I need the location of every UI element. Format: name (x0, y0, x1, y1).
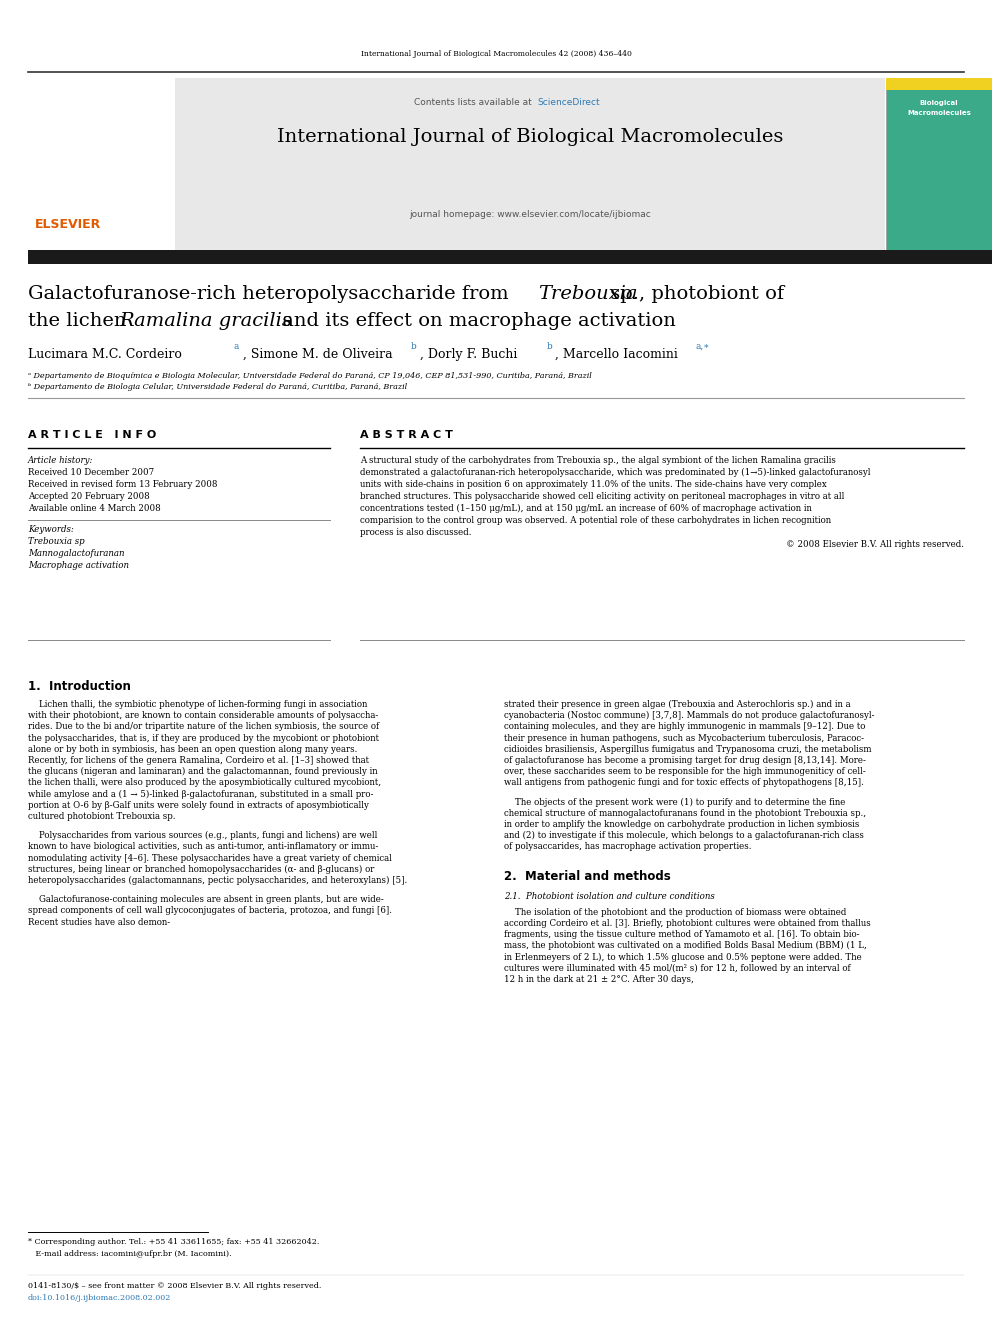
Text: ᵃ Departamento de Bioquímica e Biologia Molecular, Universidade Federal do Paran: ᵃ Departamento de Bioquímica e Biologia … (28, 372, 592, 380)
Text: units with side-chains in position 6 on approximately 11.0% of the units. The si: units with side-chains in position 6 on … (360, 480, 826, 490)
Text: Accepted 20 February 2008: Accepted 20 February 2008 (28, 492, 150, 501)
Text: * Corresponding author. Tel.: +55 41 33611655; fax: +55 41 32662042.: * Corresponding author. Tel.: +55 41 336… (28, 1238, 319, 1246)
Text: Available online 4 March 2008: Available online 4 March 2008 (28, 504, 161, 513)
Text: b: b (411, 343, 417, 351)
Text: a: a (233, 343, 238, 351)
Text: rides. Due to the bi and/or tripartite nature of the lichen symbiosis, the sourc: rides. Due to the bi and/or tripartite n… (28, 722, 379, 732)
Text: International Journal of Biological Macromolecules: International Journal of Biological Macr… (277, 128, 784, 146)
Text: cultured photobiont Trebouxia sp.: cultured photobiont Trebouxia sp. (28, 812, 176, 822)
Text: International Journal of Biological Macromolecules 42 (2008) 436–440: International Journal of Biological Macr… (360, 50, 632, 58)
Text: Trebouxia: Trebouxia (538, 284, 638, 303)
Text: of galactofuranose has become a promising target for drug design [8,13,14]. More: of galactofuranose has become a promisin… (504, 755, 866, 765)
Text: and its effect on macrophage activation: and its effect on macrophage activation (276, 312, 676, 329)
Text: Mannogalactofuranan: Mannogalactofuranan (28, 549, 125, 558)
Text: Lichen thalli, the symbiotic phenotype of lichen-forming fungi in association: Lichen thalli, the symbiotic phenotype o… (28, 700, 367, 709)
Text: alone or by both in symbiosis, has been an open question along many years.: alone or by both in symbiosis, has been … (28, 745, 357, 754)
Text: and (2) to investigate if this molecule, which belongs to a galactofuranan-rich : and (2) to investigate if this molecule,… (504, 831, 864, 840)
Text: Trebouxia sp: Trebouxia sp (28, 537, 84, 546)
Text: according Cordeiro et al. [3]. Briefly, photobiont cultures were obtained from t: according Cordeiro et al. [3]. Briefly, … (504, 918, 871, 927)
Text: concentrations tested (1–150 μg/mL), and at 150 μg/mL an increase of 60% of macr: concentrations tested (1–150 μg/mL), and… (360, 504, 811, 513)
Text: mass, the photobiont was cultivated on a modified Bolds Basal Medium (BBM) (1 L,: mass, the photobiont was cultivated on a… (504, 941, 867, 950)
Text: of polysaccarides, has macrophage activation properties.: of polysaccarides, has macrophage activa… (504, 843, 752, 852)
Text: in order to amplify the knowledge on carbohydrate production in lichen symbiosis: in order to amplify the knowledge on car… (504, 820, 859, 830)
Text: Ramalina gracilis: Ramalina gracilis (119, 312, 292, 329)
Text: 2.1.  Photobiont isolation and culture conditions: 2.1. Photobiont isolation and culture co… (504, 892, 715, 901)
Text: cultures were illuminated with 45 mol/(m² s) for 12 h, followed by an interval o: cultures were illuminated with 45 mol/(m… (504, 963, 850, 972)
Text: known to have biological activities, such as anti-tumor, anti-inflamatory or imm: known to have biological activities, suc… (28, 843, 378, 852)
Text: process is also discussed.: process is also discussed. (360, 528, 471, 537)
Bar (886, 78, 992, 250)
Text: A B S T R A C T: A B S T R A C T (360, 430, 453, 441)
Text: b: b (547, 343, 553, 351)
Text: the lichen: the lichen (28, 312, 133, 329)
Bar (28, 250, 992, 265)
Text: ᵇ Departamento de Biologia Celular, Universidade Federal do Paraná, Curitiba, Pa: ᵇ Departamento de Biologia Celular, Univ… (28, 382, 407, 392)
Text: The isolation of the photobiont and the production of biomass were obtained: The isolation of the photobiont and the … (504, 908, 846, 917)
Text: the glucans (nigeran and laminaran) and the galactomannan, found previously in: the glucans (nigeran and laminaran) and … (28, 767, 378, 777)
Text: doi:10.1016/j.ijbiomac.2008.02.002: doi:10.1016/j.ijbiomac.2008.02.002 (28, 1294, 172, 1302)
Text: Polysaccharides from various sources (e.g., plants, fungi and lichens) are well: Polysaccharides from various sources (e.… (28, 831, 377, 840)
Bar (886, 78, 992, 90)
Text: portion at O-6 by β-Galf units were solely found in extracts of aposymbiotically: portion at O-6 by β-Galf units were sole… (28, 800, 369, 810)
Text: spread components of cell wall glycoconjugates of bacteria, protozoa, and fungi : spread components of cell wall glycoconj… (28, 906, 392, 916)
Text: cyanobacteria (Nostoc commune) [3,7,8]. Mammals do not produce galactofuranosyl-: cyanobacteria (Nostoc commune) [3,7,8]. … (504, 712, 875, 720)
Text: with their photobiont, are known to contain considerable amounts of polysaccha-: with their photobiont, are known to cont… (28, 712, 378, 720)
Text: © 2008 Elsevier B.V. All rights reserved.: © 2008 Elsevier B.V. All rights reserved… (786, 540, 964, 549)
Text: 2.  Material and methods: 2. Material and methods (504, 869, 671, 882)
Text: the polysaccharides, that is, if they are produced by the mycobiont or photobion: the polysaccharides, that is, if they ar… (28, 733, 379, 742)
Text: A structural study of the carbohydrates from Trebouxia sp., the algal symbiont o: A structural study of the carbohydrates … (360, 456, 836, 464)
Text: demonstrated a galactofuranan-rich heteropolysaccharide, which was predominated : demonstrated a galactofuranan-rich heter… (360, 468, 871, 478)
Text: Received 10 December 2007: Received 10 December 2007 (28, 468, 154, 478)
Text: chemical structure of mannogalactofuranans found in the photobiont Trebouxia sp.: chemical structure of mannogalactofurana… (504, 808, 866, 818)
Bar (175, 78, 885, 250)
Text: 12 h in the dark at 21 ± 2°C. After 30 days,: 12 h in the dark at 21 ± 2°C. After 30 d… (504, 975, 693, 984)
Text: Received in revised form 13 February 2008: Received in revised form 13 February 200… (28, 480, 217, 490)
Text: E-mail address: iacomini@ufpr.br (M. Iacomini).: E-mail address: iacomini@ufpr.br (M. Iac… (28, 1250, 231, 1258)
Text: , Simone M. de Oliveira: , Simone M. de Oliveira (243, 348, 397, 361)
Text: , Marcello Iacomini: , Marcello Iacomini (555, 348, 678, 361)
Text: Recently, for lichens of the genera Ramalina, Cordeiro et al. [1–3] showed that: Recently, for lichens of the genera Rama… (28, 755, 369, 765)
Text: 0141-8130/$ – see front matter © 2008 Elsevier B.V. All rights reserved.: 0141-8130/$ – see front matter © 2008 El… (28, 1282, 321, 1290)
Text: strated their presence in green algae (Trebouxia and Asterochloris sp.) and in a: strated their presence in green algae (T… (504, 700, 850, 709)
Text: Keywords:: Keywords: (28, 525, 73, 534)
Text: the lichen thalli, were also produced by the aposymbiotically cultured mycobiont: the lichen thalli, were also produced by… (28, 778, 381, 787)
Text: Recent studies have also demon-: Recent studies have also demon- (28, 918, 170, 926)
Text: ELSEVIER: ELSEVIER (35, 218, 101, 232)
Text: Galactofuranose-rich heteropolysaccharide from: Galactofuranose-rich heteropolysaccharid… (28, 284, 515, 303)
Text: sp., photobiont of: sp., photobiont of (604, 284, 784, 303)
Text: A R T I C L E   I N F O: A R T I C L E I N F O (28, 430, 157, 441)
Text: their presence in human pathogens, such as Mycobacterium tuberculosis, Paracoc-: their presence in human pathogens, such … (504, 733, 864, 742)
Text: over, these saccharides seem to be responsible for the high immunogeniticy of ce: over, these saccharides seem to be respo… (504, 767, 866, 777)
Text: containing molecules, and they are highly immunogenic in mammals [9–12]. Due to: containing molecules, and they are highl… (504, 722, 865, 732)
Text: structures, being linear or branched homopolysaccharides (α- and β-glucans) or: structures, being linear or branched hom… (28, 865, 374, 875)
Text: journal homepage: www.elsevier.com/locate/ijbiomac: journal homepage: www.elsevier.com/locat… (409, 210, 651, 220)
Text: Macromolecules: Macromolecules (907, 110, 971, 116)
Text: branched structures. This polysaccharide showed cell eliciting activity on perit: branched structures. This polysaccharide… (360, 492, 844, 501)
Text: ScienceDirect: ScienceDirect (537, 98, 599, 107)
Text: wall antigens from pathogenic fungi and for toxic effects of phytopathogens [8,1: wall antigens from pathogenic fungi and … (504, 778, 864, 787)
Text: Contents lists available at: Contents lists available at (415, 98, 535, 107)
Text: Article history:: Article history: (28, 456, 93, 464)
Text: Biological: Biological (920, 101, 958, 106)
Text: Macrophage activation: Macrophage activation (28, 561, 129, 570)
Text: nomodulating activity [4–6]. These polysaccharides have a great variety of chemi: nomodulating activity [4–6]. These polys… (28, 853, 392, 863)
Text: while amylose and a (1 → 5)-linked β-galactofuranan, substituted in a small pro-: while amylose and a (1 → 5)-linked β-gal… (28, 790, 373, 799)
Text: , Dorly F. Buchi: , Dorly F. Buchi (420, 348, 518, 361)
Text: fragments, using the tissue culture method of Yamamoto et al. [16]. To obtain bi: fragments, using the tissue culture meth… (504, 930, 859, 939)
Text: comparision to the control group was observed. A potential role of these carbohy: comparision to the control group was obs… (360, 516, 831, 525)
Text: a,∗: a,∗ (695, 343, 709, 351)
Text: Lucimara M.C. Cordeiro: Lucimara M.C. Cordeiro (28, 348, 182, 361)
Bar (28, 78, 175, 250)
Text: Galactofuranose-containing molecules are absent in green plants, but are wide-: Galactofuranose-containing molecules are… (28, 896, 384, 904)
Text: in Erlenmeyers of 2 L), to which 1.5% glucose and 0.5% peptone were added. The: in Erlenmeyers of 2 L), to which 1.5% gl… (504, 953, 862, 962)
Text: The objects of the present work were (1) to purify and to determine the fine: The objects of the present work were (1)… (504, 798, 845, 807)
Text: heteropolysaccharides (galactomannans, pectic polysaccharides, and heteroxylans): heteropolysaccharides (galactomannans, p… (28, 876, 408, 885)
Text: cidioides brasiliensis, Aspergillus fumigatus and Trypanosoma cruzi, the metabol: cidioides brasiliensis, Aspergillus fumi… (504, 745, 872, 754)
Text: 1.  Introduction: 1. Introduction (28, 680, 131, 693)
